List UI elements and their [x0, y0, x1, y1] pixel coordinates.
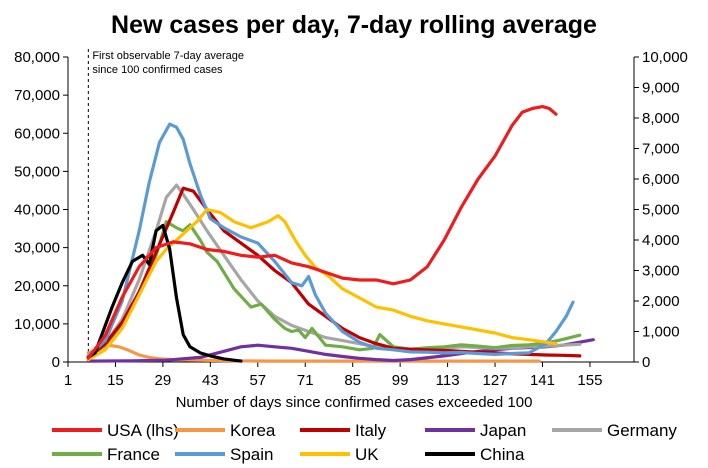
- x-tick-label: 141: [530, 372, 555, 389]
- x-tick-label: 85: [344, 372, 361, 389]
- legend: USA (lhs) Korea Italy Japan Germany France Spa…: [52, 421, 677, 464]
- left-tick-label: 20,000: [14, 278, 60, 295]
- series-line-france: [86, 220, 582, 359]
- x-tick-label: 71: [297, 372, 314, 389]
- series-line-china: [86, 223, 243, 363]
- legend-label-spain: Spain: [230, 445, 273, 464]
- x-tick-label: 1: [64, 372, 72, 389]
- left-tick-label: 50,000: [14, 163, 60, 180]
- legend-label-japan: Japan: [480, 421, 526, 440]
- series-line-usa-lhs: [86, 104, 558, 360]
- right-tick-label: 3,000: [642, 263, 680, 280]
- legend-label-uk: UK: [355, 445, 379, 464]
- left-tick-label: 60,000: [14, 125, 60, 142]
- legend-label-france: France: [107, 445, 160, 464]
- legend-label-germany: Germany: [607, 421, 677, 440]
- annotation-text: since 100 confirmed cases: [92, 64, 223, 76]
- legend-label-china: China: [480, 445, 525, 464]
- right-tick-label: 4,000: [642, 232, 680, 249]
- left-tick-label: 30,000: [14, 240, 60, 257]
- right-tick-label: 7,000: [642, 141, 680, 158]
- right-tick-label: 2,000: [642, 293, 680, 310]
- legend-label-korea: Korea: [230, 421, 276, 440]
- chart-title: New cases per day, 7-day rolling average: [111, 11, 597, 39]
- left-tick-label: 70,000: [14, 87, 60, 104]
- right-tick-label: 5,000: [642, 202, 680, 219]
- right-tick-label: 10,000: [642, 49, 688, 66]
- x-tick-label: 15: [107, 372, 124, 389]
- series-layer: [86, 104, 595, 363]
- right-tick-label: 1,000: [642, 324, 680, 341]
- right-tick-label: 9,000: [642, 80, 680, 97]
- left-tick-label: 80,000: [14, 49, 60, 66]
- right-tick-label: 0: [642, 354, 650, 371]
- x-tick-label: 99: [392, 372, 409, 389]
- right-tick-label: 8,000: [642, 110, 680, 127]
- x-tick-label: 127: [483, 372, 508, 389]
- x-tick-label: 155: [577, 372, 602, 389]
- annotation-text: First observable 7-day average: [92, 50, 244, 62]
- x-tick-label: 57: [249, 372, 266, 389]
- x-axis-label: Number of days since confirmed cases exc…: [176, 394, 533, 411]
- left-tick-label: 0: [52, 354, 60, 371]
- legend-label-italy: Italy: [355, 421, 387, 440]
- left-tick-label: 40,000: [14, 202, 60, 219]
- series-line-spain: [86, 122, 575, 358]
- left-tick-label: 10,000: [14, 316, 60, 333]
- x-tick-label: 29: [155, 372, 172, 389]
- series-line-uk: [86, 207, 558, 362]
- series-line-germany: [86, 183, 582, 358]
- axes: 0 10,000 20,000 30,000 40,000 50,000 60,000 70,…: [14, 49, 688, 389]
- right-tick-label: 6,000: [642, 171, 680, 188]
- legend-label-usa-lhs: USA (lhs): [107, 421, 179, 440]
- x-tick-label: 113: [436, 372, 460, 389]
- x-tick-label: 43: [202, 372, 219, 389]
